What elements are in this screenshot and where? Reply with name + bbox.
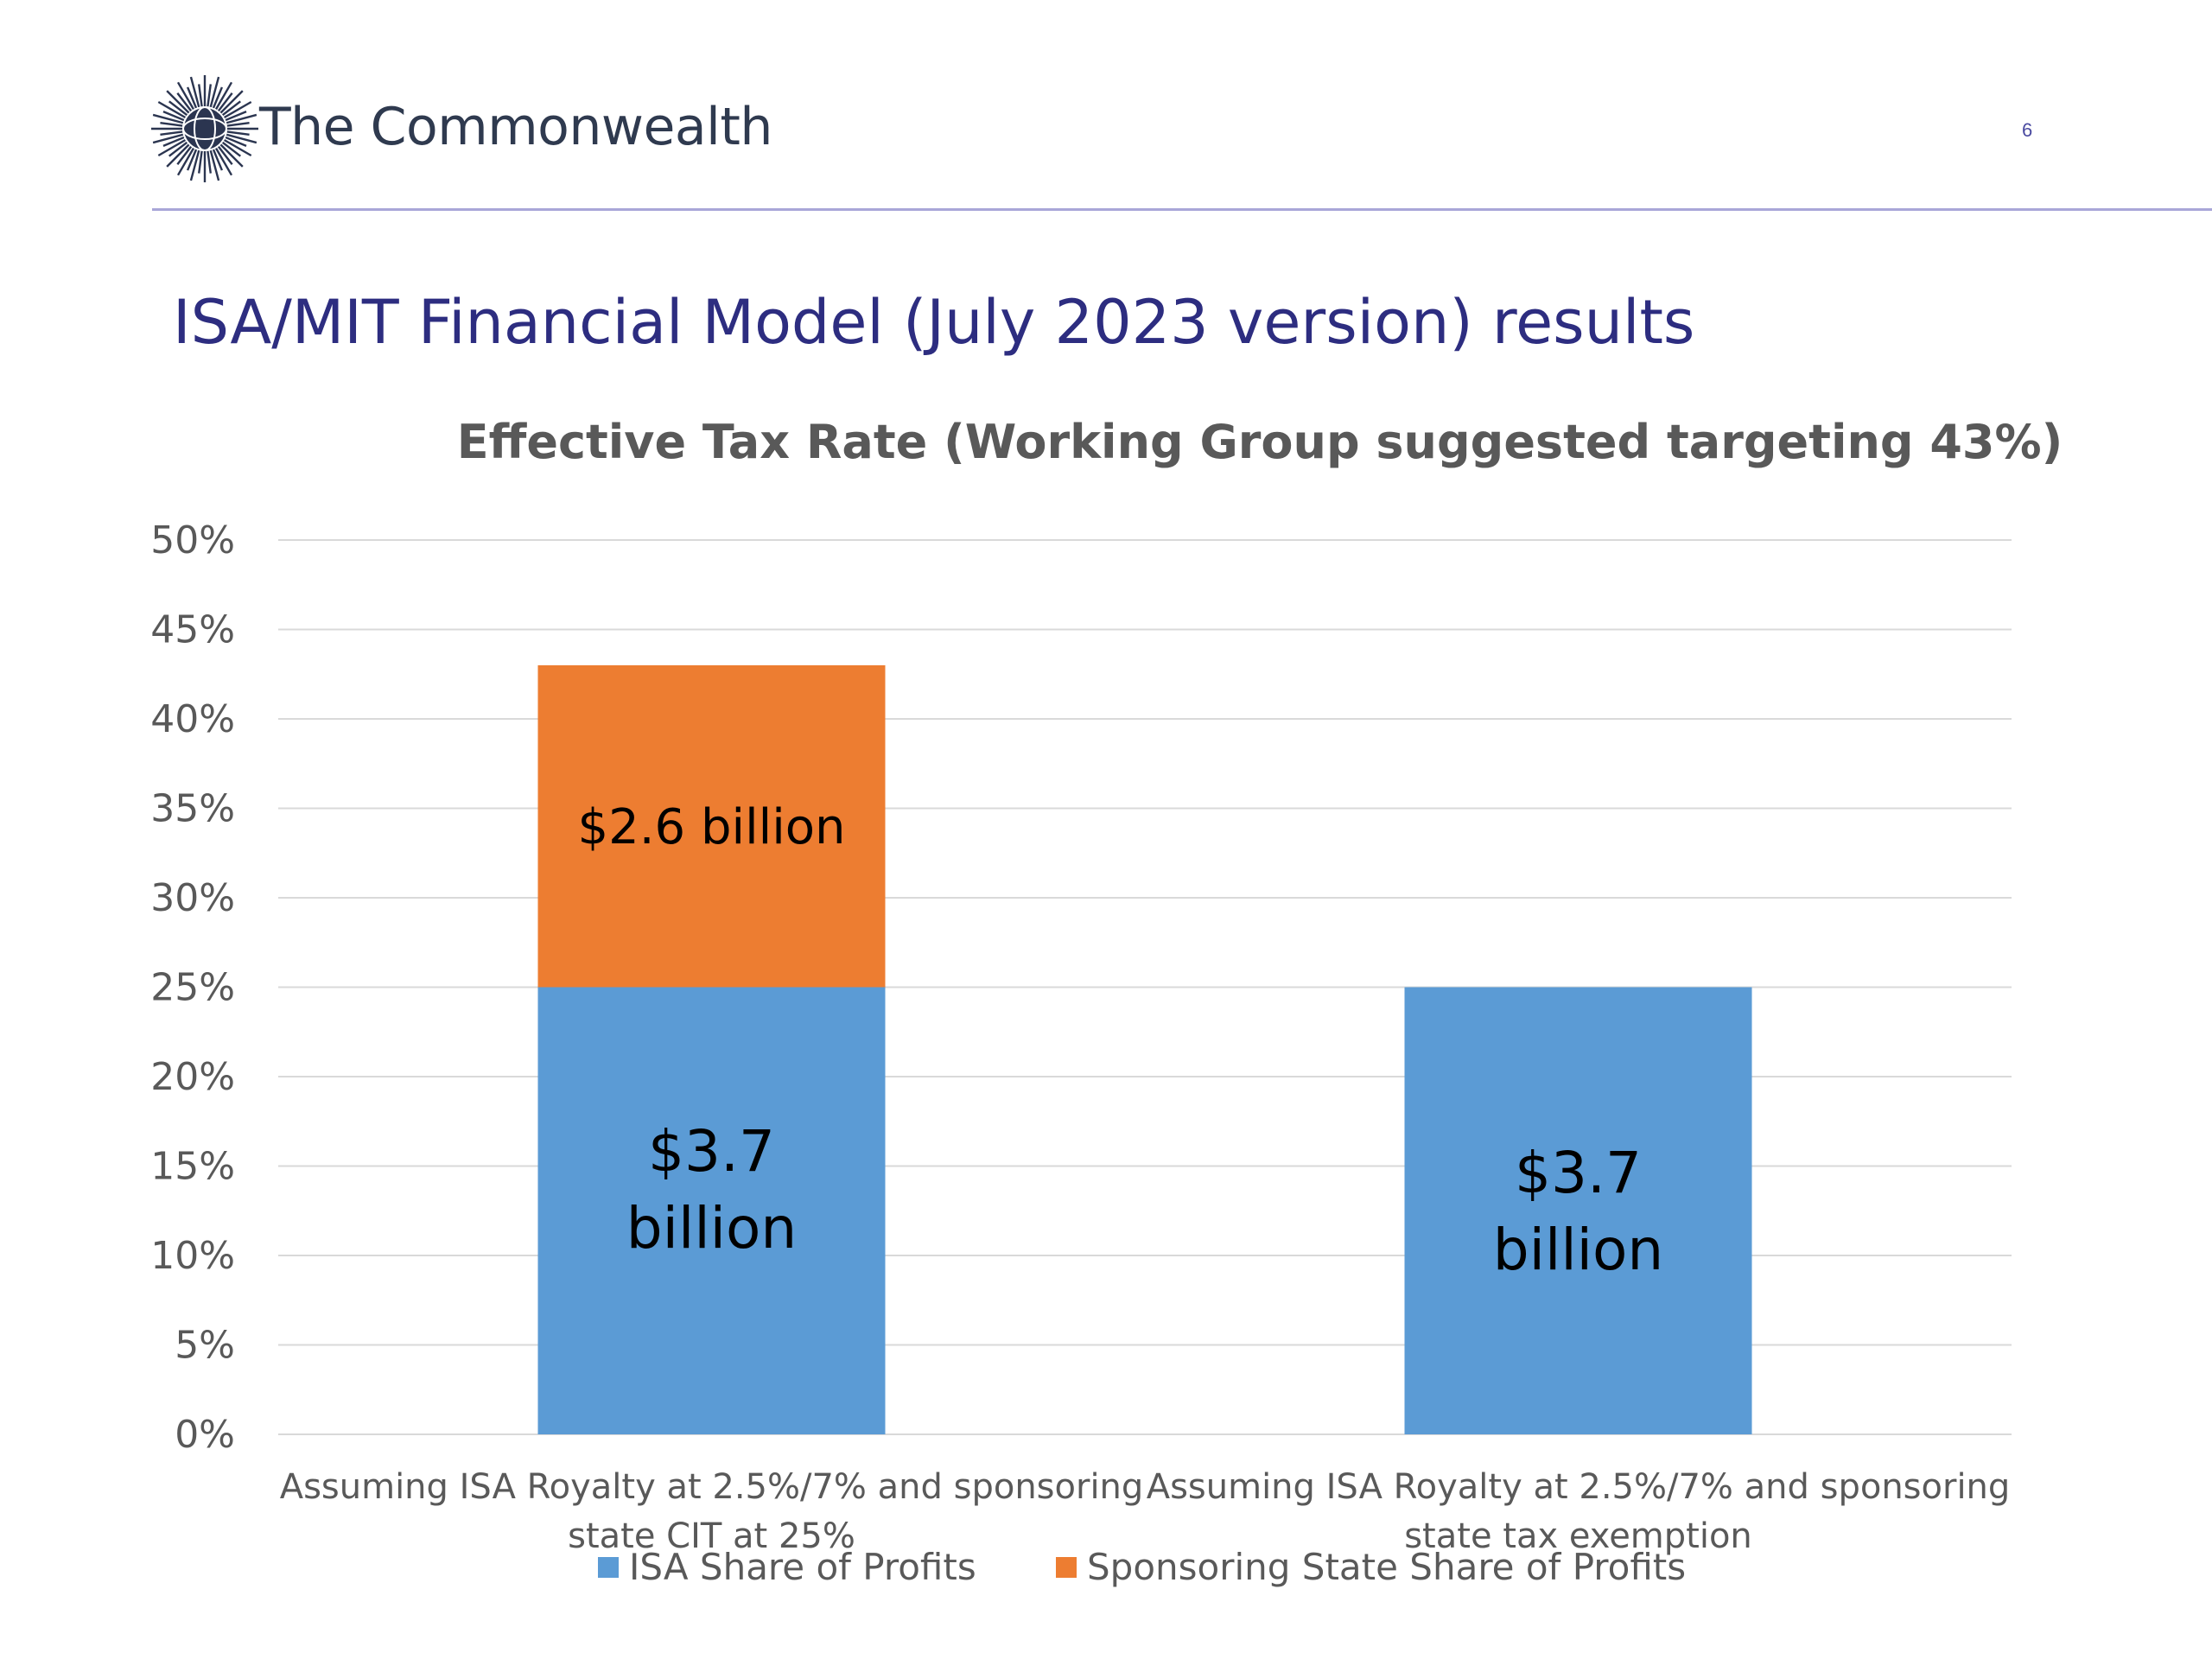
logo-ray bbox=[226, 130, 250, 136]
bar-isa bbox=[1404, 987, 1752, 1434]
logo-ray bbox=[226, 122, 250, 127]
x-category-label: Assuming ISA Royalty at 2.5%/7% and spon… bbox=[280, 1467, 1144, 1507]
logo-globe-line bbox=[194, 106, 216, 151]
x-category-label: state CIT at 25% bbox=[568, 1516, 855, 1556]
y-tick-label: 30% bbox=[150, 876, 235, 920]
logo-ray bbox=[198, 150, 203, 174]
logo-ray bbox=[152, 133, 184, 144]
logo-ray bbox=[162, 136, 185, 148]
y-tick-label: 25% bbox=[150, 966, 235, 1010]
logo-ray bbox=[225, 110, 247, 122]
logo-ray bbox=[207, 150, 212, 174]
bar-sponsoring bbox=[537, 664, 886, 988]
logo-ray bbox=[226, 113, 257, 124]
logo-ray bbox=[212, 149, 224, 171]
logo-ray bbox=[176, 81, 195, 111]
logo-ray bbox=[223, 138, 252, 157]
logo-ray bbox=[168, 141, 188, 157]
logo-ray bbox=[223, 100, 252, 119]
legend-swatch-sponsoring bbox=[1056, 1557, 1077, 1578]
logo-ray bbox=[221, 141, 241, 157]
logo-ray bbox=[157, 100, 187, 119]
logo-ray bbox=[157, 138, 187, 157]
logo-ray bbox=[217, 145, 233, 165]
logo-ray bbox=[221, 100, 241, 117]
header-divider bbox=[152, 208, 2212, 211]
y-tick-label: 0% bbox=[175, 1413, 235, 1457]
logo-globe bbox=[183, 107, 226, 150]
logo-ray bbox=[189, 149, 200, 181]
logo-ray bbox=[212, 86, 224, 109]
logo-ray bbox=[166, 90, 190, 114]
data-label: $3.7 bbox=[1515, 1140, 1642, 1206]
y-tick-label: 15% bbox=[150, 1145, 235, 1189]
logo-ray bbox=[214, 81, 233, 111]
slide-header: The Commonwealth 6 bbox=[0, 0, 2212, 216]
logo-ray bbox=[225, 136, 247, 148]
logo-ray bbox=[214, 147, 233, 176]
logo-ray bbox=[226, 133, 257, 144]
logo-ray bbox=[198, 84, 203, 107]
x-category-label: Assuming ISA Royalty at 2.5%/7% and spon… bbox=[1147, 1467, 2011, 1507]
logo-ray bbox=[186, 86, 198, 109]
legend-label: ISA Share of Profits bbox=[629, 1546, 976, 1588]
logo-ray bbox=[219, 90, 244, 114]
y-tick-label: 35% bbox=[150, 787, 235, 831]
logo-ray bbox=[160, 130, 183, 136]
logo-ray bbox=[152, 113, 184, 124]
logo-ray bbox=[217, 92, 233, 112]
commonwealth-globe-logo-icon bbox=[151, 75, 258, 182]
y-tick-label: 50% bbox=[150, 518, 235, 563]
y-tick-label: 5% bbox=[175, 1324, 235, 1368]
data-label: $2.6 billion bbox=[577, 799, 845, 855]
logo-ray bbox=[189, 76, 200, 108]
logo-ray bbox=[162, 110, 185, 122]
y-tick-label: 10% bbox=[150, 1234, 235, 1278]
data-label: $3.7 bbox=[648, 1118, 775, 1185]
data-label: billion bbox=[626, 1195, 797, 1262]
logo-ray bbox=[209, 149, 220, 181]
logo-ray bbox=[176, 147, 195, 176]
data-label: billion bbox=[1493, 1217, 1663, 1283]
logo-ray bbox=[219, 143, 244, 168]
logo-ray bbox=[209, 76, 220, 108]
logo-ray bbox=[186, 149, 198, 171]
slide-title: ISA/MIT Financial Model (July 2023 versi… bbox=[173, 287, 1695, 358]
chart-title: Effective Tax Rate (Working Group sugges… bbox=[457, 415, 2063, 469]
y-tick-label: 20% bbox=[150, 1055, 235, 1099]
legend-label: Sponsoring State Share of Profits bbox=[1087, 1546, 1686, 1588]
y-tick-label: 45% bbox=[150, 608, 235, 652]
legend-swatch-isa bbox=[598, 1557, 619, 1578]
logo-ray bbox=[207, 84, 212, 107]
org-name: The Commonwealth bbox=[259, 97, 772, 157]
bar-isa bbox=[537, 987, 886, 1434]
logo-ray bbox=[160, 122, 183, 127]
logo-ray bbox=[176, 145, 193, 165]
y-tick-label: 40% bbox=[150, 697, 235, 741]
logo-globe-line bbox=[182, 118, 227, 140]
page-number: 6 bbox=[2022, 119, 2033, 141]
x-category-label: state tax exemption bbox=[1404, 1516, 1752, 1556]
logo-ray bbox=[176, 92, 193, 112]
logo-ray bbox=[168, 100, 188, 117]
logo-ray bbox=[166, 143, 190, 168]
